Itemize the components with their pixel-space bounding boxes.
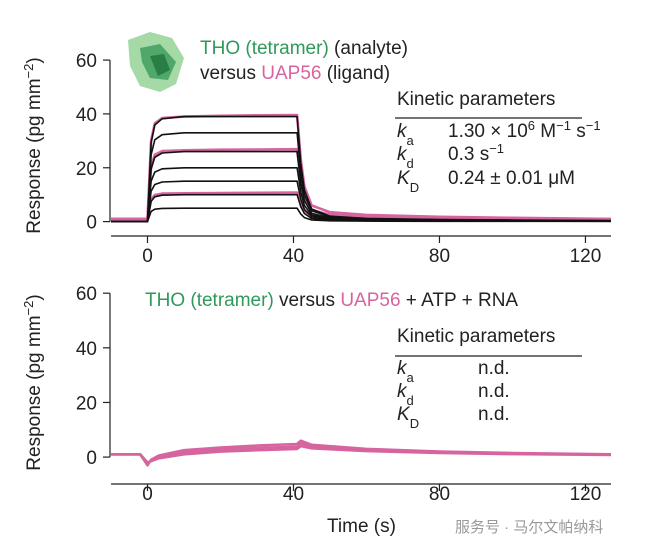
ligand: UAP56: [261, 63, 321, 84]
value-part: −1: [556, 118, 571, 133]
y-tick-label: 20: [76, 159, 97, 180]
y-tick-label: 40: [76, 105, 97, 126]
analyte: THO (tetramer): [145, 290, 274, 311]
kinetic-symbol: KD: [397, 168, 419, 195]
y-label-part: Response (pg mm: [24, 78, 45, 233]
x-tick-label: 0: [142, 246, 153, 267]
x-tick-label: 120: [570, 246, 602, 267]
symbol: k: [397, 358, 408, 379]
y-label-part: ): [24, 57, 45, 63]
annotation: versus UAP56 (ligand): [200, 63, 390, 84]
kinetic-value: n.d.: [478, 404, 510, 425]
symbol-subscript: D: [410, 180, 419, 195]
y-label-part: −2: [21, 301, 36, 316]
y-label-part: ): [24, 294, 45, 300]
kinetic-symbol: kd: [397, 144, 414, 171]
y-axis-label: Response (pg mm−2): [21, 294, 46, 470]
symbol: K: [397, 168, 411, 189]
value-part: 6: [528, 118, 535, 133]
kinetic-symbol: KD: [397, 404, 419, 431]
y-tick-label: 60: [76, 51, 97, 72]
ligand: UAP56: [340, 290, 400, 311]
kinetic-value: 1.30 × 106 M−1 s−1: [448, 118, 601, 143]
protein-icon: [128, 32, 184, 92]
y-tick-label: 0: [86, 213, 97, 234]
y-label-part: Response (pg mm: [24, 315, 45, 470]
symbol: k: [397, 381, 408, 402]
series-line: [111, 444, 612, 464]
series-line: [111, 207, 611, 223]
watermark: 服务号 · 马尔文帕纳科: [455, 519, 603, 536]
x-tick-label: 40: [283, 246, 304, 267]
value-part: n.d.: [478, 404, 510, 425]
kinetic-value: 0.24 ± 0.01 μM: [448, 168, 575, 189]
annotation: THO (tetramer) (analyte): [200, 38, 408, 59]
versus: versus: [200, 63, 261, 84]
kinetic-value: 0.3 s−1: [448, 141, 504, 166]
symbol-subscript: d: [407, 156, 414, 171]
symbol: k: [397, 121, 408, 142]
value-part: n.d.: [478, 358, 510, 379]
y-tick-label: 20: [76, 393, 97, 414]
symbol: k: [397, 144, 408, 165]
value-part: −1: [586, 118, 601, 133]
kinetic-value: n.d.: [478, 381, 510, 402]
kinetic-symbol: ka: [397, 358, 415, 385]
kinetic-value: n.d.: [478, 358, 510, 379]
symbol-subscript: a: [407, 370, 415, 385]
analyte: THO (tetramer): [200, 38, 329, 59]
ligand-role: (ligand): [321, 63, 390, 84]
analyte-role: (analyte): [329, 38, 408, 59]
value-part: 0.24 ± 0.01 μM: [448, 168, 575, 189]
symbol-subscript: a: [407, 133, 415, 148]
value-part: n.d.: [478, 381, 510, 402]
y-axis-label: Response (pg mm−2): [21, 57, 46, 233]
annotation: THO (tetramer) versus UAP56 + ATP + RNA: [145, 290, 518, 311]
extra: + ATP + RNA: [401, 290, 519, 311]
y-tick-label: 0: [86, 448, 97, 469]
x-tick-label: 0: [142, 484, 153, 505]
value-part: 0.3 s: [448, 144, 489, 165]
symbol-subscript: D: [410, 416, 419, 431]
value-part: 1.30 × 10: [448, 121, 528, 142]
symbol: K: [397, 404, 411, 425]
versus: versus: [274, 290, 341, 311]
value-part: s: [571, 121, 586, 142]
x-tick-label: 120: [570, 484, 602, 505]
x-tick-label: 80: [429, 246, 450, 267]
x-tick-label: 40: [283, 484, 304, 505]
y-label-part: −2: [21, 64, 36, 79]
value-part: −1: [489, 141, 504, 156]
icon-blob: [150, 54, 170, 76]
y-tick-label: 40: [76, 339, 97, 360]
kinetics-title: Kinetic parameters: [397, 326, 555, 347]
x-axis-label: Time (s): [327, 516, 396, 537]
symbol-subscript: d: [407, 393, 414, 408]
kinetic-symbol: kd: [397, 381, 414, 408]
value-part: M: [535, 121, 556, 142]
kinetics-title: Kinetic parameters: [397, 89, 555, 110]
kinetic-symbol: ka: [397, 121, 415, 148]
y-tick-label: 60: [76, 284, 97, 305]
x-tick-label: 80: [429, 484, 450, 505]
